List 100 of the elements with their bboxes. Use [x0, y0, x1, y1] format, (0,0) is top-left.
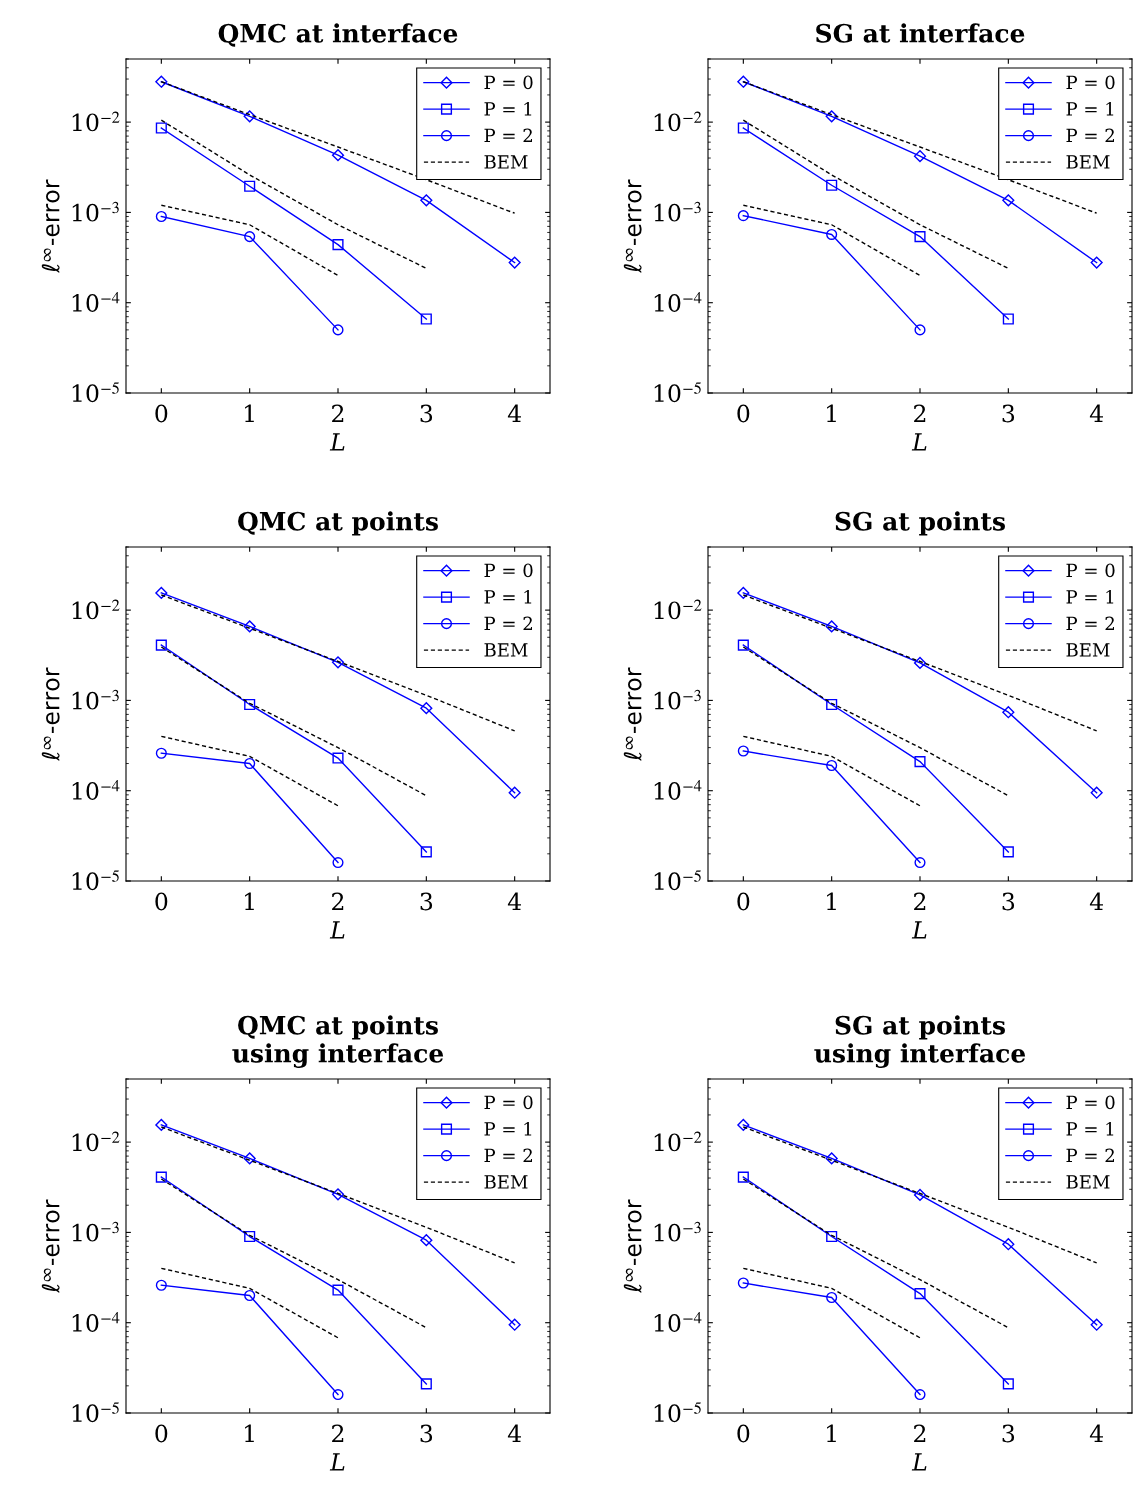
point — [332, 324, 344, 336]
y-tick-label: 10$^{−2}$ — [654, 599, 702, 620]
x-tick-label: 3 — [420, 1424, 433, 1443]
legend-label: P = 1 — [484, 102, 532, 116]
legend-label: BEM — [1066, 1175, 1110, 1189]
point — [1002, 194, 1015, 207]
legend-label: BEM — [484, 155, 528, 169]
y-tick-label: 10$^{−3}$ — [72, 201, 119, 222]
x-tick-label: 2 — [914, 1424, 926, 1443]
point — [508, 786, 521, 799]
x-tick-label: 3 — [1002, 1424, 1015, 1443]
y-tick-label: 10$^{−2}$ — [72, 111, 120, 132]
y-tick-label: 10$^{−2}$ — [72, 1131, 120, 1152]
point — [1002, 1378, 1014, 1390]
y-axis-title: ℓ$^{∞}$-error — [623, 179, 642, 273]
point — [332, 752, 344, 764]
x-tick-label: 2 — [332, 1424, 344, 1443]
point — [331, 656, 345, 669]
point — [332, 857, 344, 869]
point — [913, 1188, 927, 1202]
point — [826, 228, 838, 241]
x-tick-label: 1 — [827, 404, 836, 423]
point — [914, 231, 926, 243]
point — [1002, 706, 1015, 719]
y-tick-label: 10$^{−3}$ — [72, 1221, 119, 1242]
x-tick-label: 4 — [507, 892, 521, 911]
chart-title: QMC at points — [238, 511, 438, 536]
x-tick-label: 0 — [155, 404, 168, 423]
x-axis-title: L — [911, 921, 927, 939]
y-tick-label: 10$^{−3}$ — [654, 201, 701, 222]
y-tick-label: 10$^{−5}$ — [654, 870, 701, 891]
y-axis-title: ℓ$^{∞}$-error — [41, 667, 60, 761]
point — [332, 1284, 344, 1296]
y-tick-label: 10$^{−4}$ — [72, 1312, 120, 1332]
point — [1002, 313, 1014, 325]
chart-title: SG at points using interface — [814, 1015, 1026, 1068]
legend-label: P = 0 — [484, 563, 533, 578]
point — [155, 1279, 167, 1291]
y-axis-title: ℓ$^{∞}$-error — [41, 179, 60, 273]
point — [420, 194, 433, 207]
point — [508, 256, 521, 269]
x-tick-label: 3 — [420, 404, 433, 423]
x-axis-title: L — [329, 921, 345, 939]
point — [825, 110, 838, 123]
point — [155, 639, 167, 651]
legend-label: P = 0 — [484, 1095, 533, 1110]
y-tick-label: 10$^{−4}$ — [654, 1312, 702, 1332]
point — [332, 1389, 344, 1401]
point — [826, 698, 838, 711]
y-tick-label: 10$^{−4}$ — [72, 292, 120, 312]
chart-title: SG at interface — [816, 23, 1025, 43]
x-tick-label: 0 — [737, 404, 750, 423]
x-tick-label: 3 — [1002, 404, 1015, 423]
point — [331, 149, 345, 162]
x-axis-title: L — [911, 1453, 927, 1471]
point — [826, 759, 838, 772]
point — [737, 1277, 749, 1289]
legend-label: P = 2 — [1066, 1148, 1114, 1162]
point — [737, 75, 750, 88]
point — [420, 846, 432, 858]
x-tick-label: 1 — [827, 1424, 836, 1443]
point — [826, 1291, 838, 1304]
y-tick-label: 10$^{−5}$ — [72, 382, 119, 403]
x-tick-label: 1 — [245, 892, 254, 911]
y-axis-title: ℓ$^{∞}$-error — [41, 1199, 60, 1293]
legend-label: P = 0 — [484, 75, 533, 90]
legend-label: P = 1 — [484, 1122, 532, 1136]
point — [244, 1230, 256, 1243]
y-tick-label: 10$^{−2}$ — [654, 111, 702, 132]
point — [1002, 1238, 1015, 1251]
point — [155, 210, 167, 223]
point — [1002, 846, 1014, 858]
point — [244, 1289, 256, 1302]
x-tick-label: 1 — [245, 1424, 254, 1443]
point — [243, 620, 256, 633]
point — [737, 1171, 749, 1183]
legend-label: P = 2 — [484, 1148, 532, 1162]
legend-label: P = 0 — [1066, 1095, 1115, 1110]
point — [914, 1288, 926, 1300]
point — [155, 75, 168, 88]
point — [243, 110, 256, 123]
x-axis-title: L — [329, 1453, 345, 1471]
x-axis-title: L — [911, 433, 927, 451]
chart-title: QMC at interface — [218, 23, 458, 47]
point — [1090, 256, 1103, 269]
point — [737, 1118, 750, 1132]
point — [244, 231, 256, 243]
legend-label: P = 1 — [1066, 590, 1114, 604]
point — [825, 1152, 838, 1165]
y-tick-label: 10$^{−5}$ — [654, 382, 701, 403]
point — [913, 656, 927, 670]
y-tick-label: 10$^{−3}$ — [654, 689, 701, 710]
point — [737, 586, 750, 600]
point — [737, 210, 749, 222]
legend-label: BEM — [484, 643, 528, 657]
legend-label: P = 2 — [484, 128, 532, 142]
point — [914, 756, 926, 768]
point — [1090, 1318, 1103, 1331]
y-tick-label: 10$^{−2}$ — [72, 599, 120, 620]
x-tick-label: 2 — [332, 404, 344, 423]
